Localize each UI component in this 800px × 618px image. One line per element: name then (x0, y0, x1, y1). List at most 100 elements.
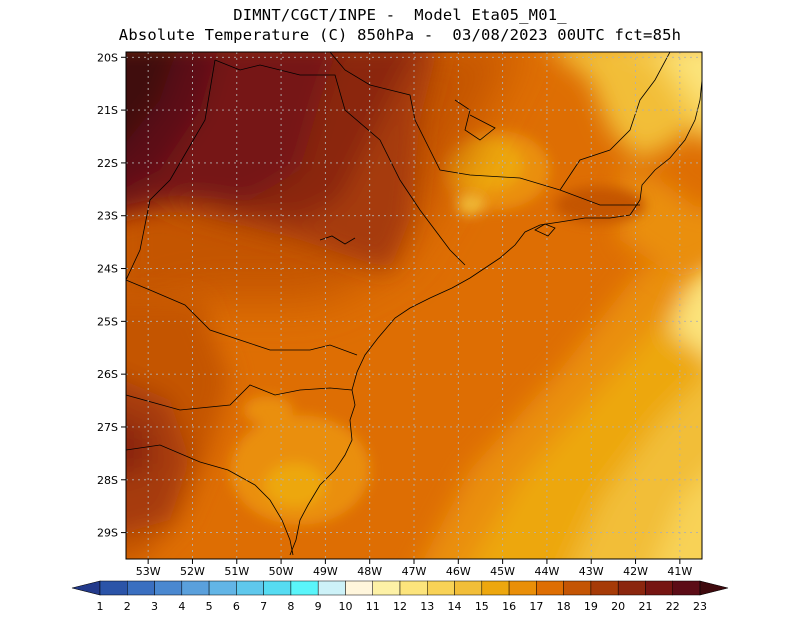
lon-tick-label: 41W (667, 565, 692, 578)
border-rs-west (126, 444, 294, 556)
colorbar-label: 17 (529, 600, 543, 613)
graticule (126, 52, 702, 559)
inland-pocket-15 (456, 195, 484, 215)
zone-15 (573, 378, 702, 559)
lat-tick-label: 25S (97, 315, 118, 328)
colorbar-label: 1 (97, 600, 104, 613)
colorbar-label: 19 (584, 600, 598, 613)
colorbar-label: 12 (393, 600, 407, 613)
lake-parana (319, 235, 356, 245)
colorbar-label: 20 (611, 600, 625, 613)
colorbar-box (645, 580, 673, 596)
colorbar-label: 2 (124, 600, 131, 613)
colorbar-box (372, 580, 401, 596)
zone-24 (126, 52, 176, 143)
border-sp-mg (329, 52, 640, 206)
colorbar-label: 3 (151, 600, 158, 613)
temperature-field (126, 52, 702, 559)
colorbar-box (317, 580, 346, 596)
lon-tick-label: 43W (579, 565, 604, 578)
lat-tick-label: 29S (97, 527, 118, 540)
colorbar-label: 11 (366, 600, 380, 613)
lon-tick-label: 47W (402, 565, 427, 578)
border-pr-sc (126, 279, 358, 356)
colorbar-box (154, 580, 183, 596)
colorbar-box (563, 580, 592, 596)
lat-tick-label: 28S (97, 474, 118, 487)
colorbar-label: 9 (315, 600, 322, 613)
boundaries (126, 52, 702, 556)
lat-labels: 20S 21S 22S 23S 24S 25S 26S 27S 28S 29S (97, 51, 118, 539)
lat-tick-label: 23S (97, 210, 118, 223)
lon-tick-label: 52W (180, 565, 205, 578)
colorbar-box (399, 580, 428, 596)
colorbar-label: 13 (420, 600, 434, 613)
lon-labels: 53W 52W 51W 50W 49W 48W 47W 46W 45W 44W 43W 42W 41W (136, 565, 693, 578)
southwest-20 (126, 381, 190, 533)
colorbar (71, 580, 729, 596)
colorbar-box (672, 580, 701, 596)
colorbar-box (127, 580, 155, 596)
colorbar-label: 21 (638, 600, 652, 613)
lon-tick-label: 48W (357, 565, 382, 578)
colorbar-label: 6 (233, 600, 240, 613)
colorbar-label: 10 (338, 600, 352, 613)
lon-tick-label: 46W (446, 565, 471, 578)
lat-tick-label: 22S (97, 157, 118, 170)
colorbar-box (208, 580, 237, 596)
coastline (289, 77, 702, 556)
border-ms (126, 59, 216, 281)
colorbar-box (617, 580, 646, 596)
colorbar-box (99, 580, 128, 596)
zone-13-east (670, 259, 702, 353)
colorbar-min-arrow (71, 580, 101, 596)
lon-tick-label: 50W (269, 565, 294, 578)
colorbar-label: 14 (448, 600, 462, 613)
colorbar-label: 16 (502, 600, 516, 613)
colorbar-box (263, 580, 292, 596)
border-pr-sp-north (214, 59, 466, 266)
colorbar-label: 22 (666, 600, 680, 613)
colorbar-label: 18 (557, 600, 571, 613)
chart-title-line-2: Absolute Temperature (C) 850hPa - 03/08/… (118, 26, 682, 44)
colorbar-label: 7 (260, 600, 267, 613)
lat-tick-label: 21S (97, 104, 118, 117)
lat-tick-label: 24S (97, 263, 118, 276)
colorbar-box (290, 580, 319, 596)
lake-furnas (454, 99, 496, 141)
south-pocket-17b (243, 396, 293, 424)
colorbar-max-arrow (699, 580, 729, 596)
inland-pocket-16 (447, 139, 523, 191)
lat-tick-label: 27S (97, 421, 118, 434)
colorbar-box (481, 580, 510, 596)
south-pocket-16 (265, 463, 325, 507)
lon-tick-label: 44W (534, 565, 559, 578)
lon-tick-label: 42W (623, 565, 648, 578)
lat-tick-label: 20S (97, 51, 118, 64)
colorbar-box (454, 580, 483, 596)
lat-tick-label: 26S (97, 368, 118, 381)
colorbar-label: 15 (475, 600, 489, 613)
colorbar-label: 4 (178, 600, 185, 613)
colorbar-box (181, 580, 210, 596)
colorbar-label: 23 (693, 600, 707, 613)
colorbar-box (536, 580, 564, 596)
lon-tick-label: 49W (313, 565, 338, 578)
colorbar-box (345, 580, 373, 596)
colorbar-box (427, 580, 455, 596)
colorbar-labels: 1 2 3 4 5 6 7 8 9 10 11 12 13 14 15 16 17 18 19 20 21 22 23 (97, 600, 708, 613)
lon-tick-label: 53W (136, 565, 161, 578)
lon-tick-label: 51W (224, 565, 249, 578)
colorbar-label: 8 (287, 600, 294, 613)
colorbar-box (508, 580, 537, 596)
colorbar-box (590, 580, 619, 596)
border-mg-rj-es (559, 52, 671, 191)
zone-13-northeast (668, 52, 702, 101)
zone-14-south (656, 478, 702, 559)
lon-tick-label: 45W (490, 565, 515, 578)
colorbar-label: 5 (206, 600, 213, 613)
colorbar-box (236, 580, 264, 596)
axis-ticks (121, 56, 681, 564)
guanabara-region (534, 223, 556, 237)
